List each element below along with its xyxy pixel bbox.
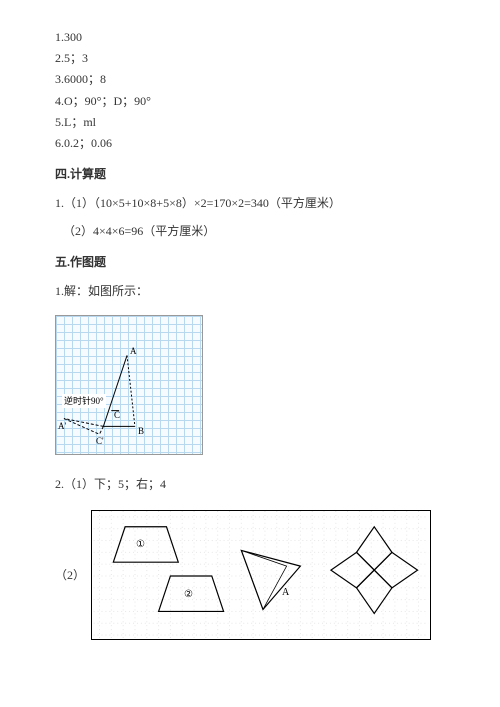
answer-6: 6.0.2；0.06 [55, 134, 445, 153]
fig2-label-a: A [282, 585, 289, 601]
answer-4: 4.O；90°；D；90° [55, 92, 445, 111]
section4-q1-1: 1.（1）（10×5+10×8+5×8）×2=170×2=340（平方厘米） [55, 194, 445, 213]
figure-1: 逆时针90° A C B A' C' [55, 315, 203, 455]
fig1-label-b: B [138, 424, 144, 438]
section4-q1-2: （2）4×4×6=96（平方厘米） [63, 222, 445, 241]
fig1-label-cp: C' [96, 434, 104, 448]
section5-q2-sub: （2） [55, 566, 85, 585]
section5-q2: 2.（1）下；5；右；4 [55, 475, 445, 494]
answer-1: 1.300 [55, 28, 445, 47]
fig2-label-1: ① [136, 537, 145, 553]
section5-q1: 1.解：如图所示： [55, 282, 445, 301]
answer-3: 3.6000；8 [55, 70, 445, 89]
fig1-label-ccw: 逆时针90° [62, 394, 106, 408]
fig1-label-ap: A' [58, 419, 66, 433]
figure-2: ① ② A [91, 510, 431, 640]
answer-2: 2.5；3 [55, 49, 445, 68]
figure-1-svg [56, 316, 202, 454]
fig1-label-c: C [114, 408, 120, 422]
fig2-label-2: ② [184, 587, 193, 603]
section4-heading: 四.计算题 [55, 165, 445, 184]
section5-heading: 五.作图题 [55, 253, 445, 272]
figure-2-row: （2） [55, 510, 445, 640]
figure-2-svg [92, 511, 430, 639]
answer-5: 5.L；ml [55, 113, 445, 132]
fig1-label-a: A [130, 344, 137, 358]
